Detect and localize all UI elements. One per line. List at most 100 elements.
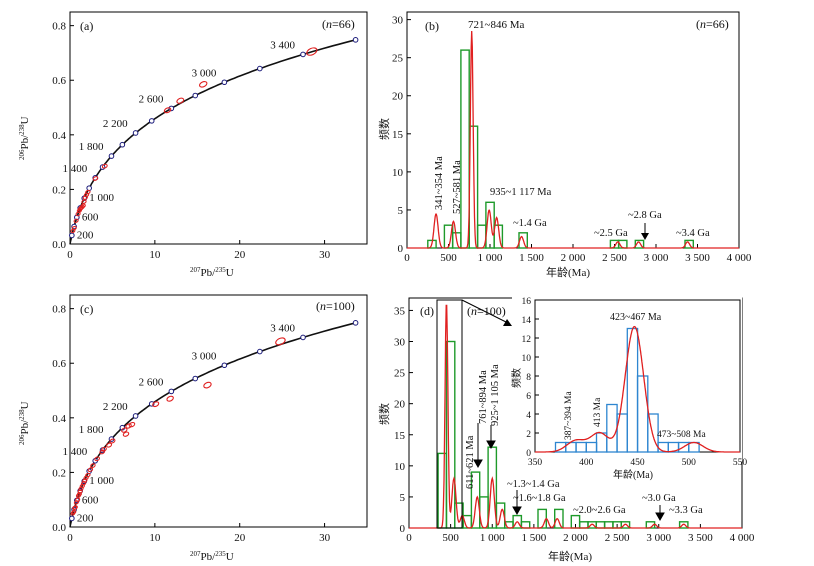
c-xtick-label: 20 bbox=[234, 532, 246, 544]
panel-b-kde bbox=[407, 30, 739, 249]
a-ellipse bbox=[73, 218, 79, 223]
panel-b-label: (b) bbox=[425, 19, 439, 33]
c-ellipse bbox=[94, 456, 100, 462]
c-concordia-marker bbox=[168, 388, 175, 395]
b-ytick-label: 10 bbox=[392, 167, 404, 179]
inset-annot-423: 423~467 Ma bbox=[610, 312, 662, 323]
d-xtick-label: 500 bbox=[442, 532, 459, 544]
d-xtick-label: 2 500 bbox=[605, 532, 630, 544]
d-ytick-label: 30 bbox=[394, 337, 406, 349]
b-xtick-label: 4 000 bbox=[727, 252, 752, 264]
panel-c-ellipses bbox=[70, 337, 286, 516]
c-ytick-label: 0.6 bbox=[52, 358, 66, 370]
b-ytick-label: 0 bbox=[398, 243, 404, 255]
panel-d-label: (d) bbox=[420, 304, 434, 318]
d-bar bbox=[520, 521, 531, 529]
a-concordia-label: 1 000 bbox=[89, 192, 114, 204]
a-xtick-label: 0 bbox=[67, 249, 73, 261]
panel-a-xlabel: 207Pb/235U bbox=[190, 266, 234, 279]
inset-annot-473: 473~508 Ma bbox=[657, 430, 706, 440]
b-ytick-label: 20 bbox=[392, 91, 404, 103]
a-ellipse bbox=[306, 47, 318, 56]
panel-a-n-italic: n bbox=[326, 17, 332, 31]
c-ellipse bbox=[109, 438, 116, 444]
c-concordia-label: 3 000 bbox=[192, 350, 217, 362]
panel-a-frame bbox=[69, 11, 368, 245]
panel-d-annot-761: 761~894 Ma bbox=[478, 370, 489, 424]
c-concordia-marker bbox=[132, 413, 139, 419]
b-xtick-label: 2 000 bbox=[561, 252, 586, 264]
panel-d-annot-16: ~1.6~1.8 Ga bbox=[513, 493, 566, 504]
c-concordia-marker bbox=[300, 334, 306, 341]
c-ellipse bbox=[85, 472, 91, 478]
a-ytick-label: 0.0 bbox=[52, 239, 66, 251]
panel-b-n-prefix: ( bbox=[696, 17, 700, 31]
panel-b-annot-28: ~2.8 Ga bbox=[628, 210, 662, 221]
c-ellipse bbox=[121, 427, 128, 433]
a-concordia-marker bbox=[168, 105, 175, 112]
panel-a-ellipses bbox=[70, 47, 318, 234]
panel-c-n-prefix: ( bbox=[316, 299, 320, 313]
d-bar bbox=[537, 508, 548, 529]
panel-b-n-value: =66) bbox=[706, 17, 729, 31]
b-xtick-label: 3 000 bbox=[644, 252, 669, 264]
a-concordia-label: 3 400 bbox=[270, 39, 295, 51]
panel-d-n-italic: n bbox=[471, 304, 477, 318]
d-ytick-label: 25 bbox=[394, 368, 406, 380]
d-ytick-label: 35 bbox=[394, 305, 406, 317]
a-concordia-label: 1 800 bbox=[79, 141, 104, 153]
i-ytick-label: 10 bbox=[522, 354, 532, 364]
inset-annot-387: 387~394 Ma bbox=[564, 391, 574, 440]
a-concordia-marker bbox=[300, 51, 306, 58]
panel-d-annot-20: ~2.0~2.6 Ga bbox=[573, 505, 626, 516]
c-ellipse bbox=[122, 431, 130, 437]
d-xtick-label: 3 000 bbox=[646, 532, 671, 544]
c-xtick-label: 30 bbox=[319, 532, 331, 544]
c-ytick-label: 0.4 bbox=[52, 413, 66, 425]
a-ellipse bbox=[75, 211, 81, 217]
panel-c-n-italic: n bbox=[320, 299, 326, 313]
c-concordia-label: 3 400 bbox=[270, 322, 295, 334]
c-ellipse bbox=[128, 421, 136, 428]
panel-d-kde bbox=[409, 304, 742, 529]
i-ytick-label: 16 bbox=[522, 297, 532, 307]
inset-ticks: 350 400 450 500 550 0 2 4 6 8 10 12 14 16 bbox=[522, 297, 748, 468]
panel-d-arrowhead-611 bbox=[473, 459, 483, 469]
panel-c-ticks: 0 10 20 30 0.0 0.2 0.4 0.6 0.8 bbox=[52, 304, 330, 544]
a-concordia-label: 1 400 bbox=[62, 163, 87, 175]
a-ellipse bbox=[176, 97, 185, 104]
a-xtick-label: 30 bbox=[319, 249, 331, 261]
b-xtick-label: 1 500 bbox=[519, 252, 544, 264]
panel-c-n-value: =100) bbox=[326, 299, 355, 313]
a-concordia-marker bbox=[352, 37, 359, 43]
a-concordia-marker bbox=[132, 130, 139, 136]
a-ellipse bbox=[199, 81, 208, 88]
d-ytick-label: 0 bbox=[400, 523, 406, 535]
panel-b-annot-341: 341~354 Ma bbox=[434, 156, 445, 210]
i-ytick-label: 2 bbox=[526, 430, 531, 440]
a-concordia-label: 2 200 bbox=[103, 118, 128, 130]
b-xtick-label: 500 bbox=[440, 252, 457, 264]
panel-b-ticks: 0 500 1 000 1 500 2 000 2 500 3 000 3 500 4 000 0… bbox=[392, 15, 752, 264]
d-bar bbox=[595, 521, 606, 529]
panel-b-ylabel: 频数 bbox=[377, 118, 391, 140]
a-ytick-label: 0.8 bbox=[52, 21, 66, 33]
c-ellipse bbox=[106, 442, 113, 448]
c-concordia-label: 1 000 bbox=[89, 475, 114, 487]
panel-a-n: (n=66) bbox=[322, 17, 355, 31]
b-xtick-label: 1 000 bbox=[478, 252, 503, 264]
c-ellipse bbox=[72, 505, 78, 510]
d-xtick-label: 3 500 bbox=[688, 532, 713, 544]
panel-b-xlabel: 年龄(Ma) bbox=[546, 265, 590, 279]
c-concordia-marker bbox=[221, 362, 228, 369]
panel-d: 0 500 1 000 1 500 2 000 2 500 3 000 3 500 4 000 0… bbox=[377, 297, 755, 563]
panel-d-annot-925: 925~1 105 Ma bbox=[490, 364, 501, 426]
c-ellipse bbox=[203, 381, 212, 389]
d-bar bbox=[603, 521, 614, 529]
c-ellipse bbox=[101, 446, 107, 452]
c-ellipse bbox=[87, 467, 94, 472]
d-xtick-label: 1 500 bbox=[522, 532, 547, 544]
a-concordia-marker bbox=[69, 232, 75, 239]
a-ellipse bbox=[80, 203, 86, 209]
